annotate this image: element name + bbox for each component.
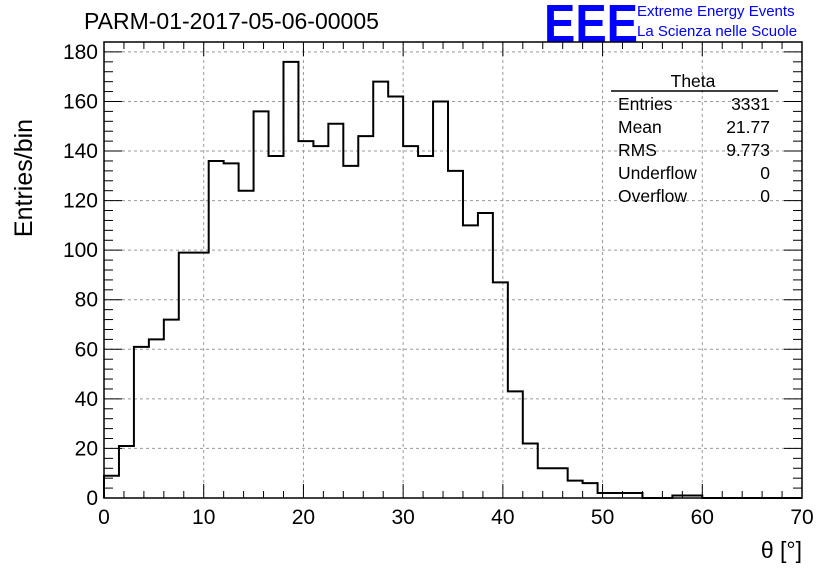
x-tick-label: 50 bbox=[591, 506, 614, 529]
logo-caption: Extreme Energy Events La Scienza nelle S… bbox=[637, 2, 797, 42]
x-tick-label: 30 bbox=[391, 506, 414, 529]
stats-value: 0 bbox=[760, 186, 770, 206]
stats-label: RMS bbox=[618, 140, 657, 160]
y-tick-label: 160 bbox=[63, 90, 98, 113]
y-tick-label: 80 bbox=[75, 289, 98, 312]
plot-frame bbox=[103, 41, 803, 499]
y-tick-label: 100 bbox=[63, 239, 98, 262]
y-tick-labels: 0 20 40 60 80 100 120 140 160 180 bbox=[63, 41, 98, 510]
x-tick-label: 0 bbox=[98, 506, 110, 529]
stats-label: Mean bbox=[618, 117, 662, 137]
y-tick-label: 20 bbox=[75, 437, 98, 460]
histogram-series-theta bbox=[103, 60, 802, 499]
eee-logo: EEE bbox=[544, 0, 638, 44]
stats-value: 3331 bbox=[731, 94, 770, 114]
x-tick-label: 20 bbox=[292, 506, 315, 529]
x-tick-label: 60 bbox=[691, 506, 714, 529]
x-axis-title: θ [°] bbox=[761, 537, 802, 563]
stats-label: Entries bbox=[618, 94, 673, 114]
x-tick-label: 40 bbox=[491, 506, 514, 529]
logo-line-2: La Scienza nelle Scuole bbox=[637, 23, 798, 40]
y-tick-label: 40 bbox=[75, 388, 98, 411]
stats-value: 21.77 bbox=[726, 117, 770, 137]
stats-label: Overflow bbox=[618, 186, 687, 206]
svg-text:EEE: EEE bbox=[544, 0, 638, 44]
axis-ticks bbox=[103, 41, 803, 499]
logo-line-1: Extreme Energy Events bbox=[637, 3, 795, 20]
stats-label: Underflow bbox=[618, 163, 697, 183]
y-tick-label: 120 bbox=[63, 190, 98, 213]
grid-lines bbox=[104, 42, 802, 498]
stats-title: Theta bbox=[671, 71, 716, 91]
y-tick-label: 0 bbox=[86, 487, 98, 510]
y-tick-label: 140 bbox=[63, 140, 98, 163]
x-tick-label: 70 bbox=[790, 506, 813, 529]
stats-value: 9.773 bbox=[726, 140, 770, 160]
plot-title: PARM-01-2017-05-06-00005 bbox=[84, 8, 379, 34]
stats-rows: Entries 3331 Mean 21.77 RMS 9.773 Underflow 0 Ov… bbox=[618, 94, 770, 206]
y-tick-label: 180 bbox=[63, 41, 98, 64]
y-axis-title: Entries/bin bbox=[10, 119, 38, 237]
stats-box: Theta Entries 3331 Mean 21.77 RMS 9.773 Underf… bbox=[611, 71, 778, 206]
stats-value: 0 bbox=[760, 163, 770, 183]
y-tick-label: 60 bbox=[75, 338, 98, 361]
x-tick-labels: 0 10 20 30 40 50 60 70 bbox=[98, 506, 814, 529]
x-tick-label: 10 bbox=[192, 506, 215, 529]
